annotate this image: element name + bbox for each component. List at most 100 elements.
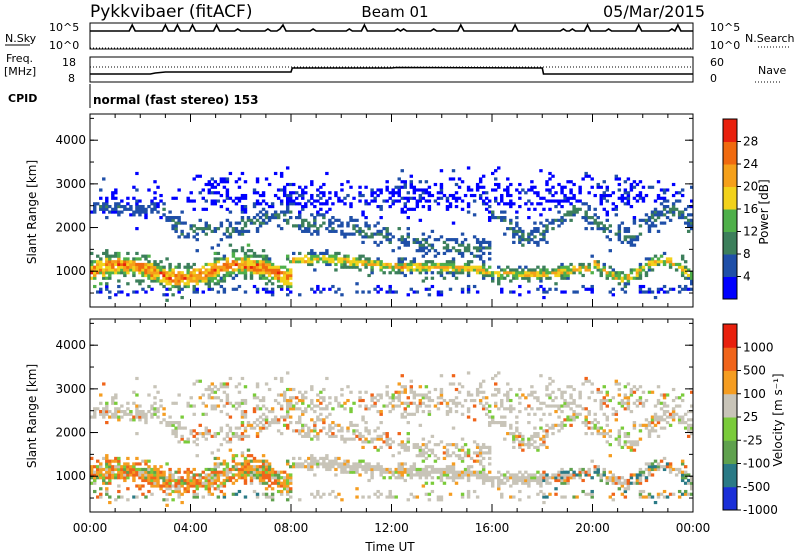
heatmap-cell	[331, 229, 335, 233]
heatmap-cell	[243, 262, 248, 267]
heatmap-cell	[454, 240, 459, 244]
heatmap-cell	[267, 495, 272, 499]
heatmap-cell	[481, 443, 486, 447]
heatmap-cell	[373, 287, 377, 291]
heatmap-cell	[484, 268, 489, 272]
heatmap-cell	[108, 276, 112, 280]
heatmap-cell	[644, 221, 649, 225]
heatmap-cell	[385, 385, 389, 389]
heatmap-cell	[174, 429, 178, 433]
heatmap-cell	[322, 418, 326, 422]
heatmap-cell	[319, 185, 323, 189]
heatmap-cell	[96, 202, 100, 206]
heatmap-cell	[153, 276, 157, 280]
heatmap-cell	[285, 204, 290, 209]
heatmap-cell	[590, 382, 594, 386]
heatmap-cell	[301, 257, 305, 261]
heatmap-cell	[518, 196, 522, 200]
heatmap-cell	[626, 282, 631, 286]
heatmap-cell	[153, 478, 157, 483]
heatmap-cell	[566, 404, 570, 408]
heatmap-cell	[111, 207, 115, 211]
heatmap-cell	[518, 182, 522, 187]
heatmap-cell	[186, 284, 190, 289]
heatmap-cell	[457, 470, 462, 474]
heatmap-cell	[379, 467, 383, 472]
heatmap-cell	[578, 268, 582, 272]
heatmap-cell	[213, 404, 218, 408]
heatmap-cell	[472, 268, 477, 272]
heatmap-cell	[129, 265, 133, 269]
heatmap-cell	[527, 276, 531, 280]
heatmap-cell	[512, 290, 516, 294]
station-title: Pykkvibaer (fitACF)	[90, 2, 252, 22]
heatmap-cell	[683, 470, 688, 474]
heatmap-cell	[506, 398, 510, 403]
heatmap-cell	[388, 495, 392, 499]
heatmap-cell	[518, 434, 522, 438]
heatmap-cell	[316, 437, 320, 441]
heatmap-cell	[647, 260, 652, 264]
heatmap-cell	[569, 218, 573, 222]
y-tick-label: 3000	[55, 177, 86, 191]
heatmap-cell	[325, 432, 329, 436]
heatmap-cell	[418, 398, 423, 403]
heatmap-cell	[358, 432, 362, 436]
heatmap-cell	[418, 268, 423, 272]
heatmap-cell	[647, 495, 652, 499]
heatmap-cell	[638, 423, 643, 427]
heatmap-cell	[409, 467, 414, 472]
heatmap-cell	[512, 437, 516, 441]
heatmap-cell	[267, 387, 272, 392]
heatmap-cell	[328, 462, 332, 466]
heatmap-cell	[132, 467, 136, 472]
heatmap-cell	[240, 451, 245, 455]
heatmap-cell	[276, 418, 281, 422]
heatmap-cell	[177, 284, 181, 289]
heatmap-cell	[183, 481, 187, 485]
heatmap-cell	[334, 191, 338, 195]
heatmap-cell	[132, 257, 136, 261]
heatmap-cell	[240, 193, 245, 198]
heatmap-cell	[584, 432, 588, 436]
heatmap-cell	[231, 473, 236, 477]
date-title: 05/Mar/2015	[603, 2, 705, 21]
heatmap-cell	[503, 276, 507, 280]
heatmap-cell	[279, 404, 284, 408]
heatmap-cell	[105, 207, 109, 211]
heatmap-cell	[665, 465, 670, 469]
heatmap-cell	[509, 407, 513, 411]
heatmap-cell	[677, 489, 682, 494]
heatmap-cell	[150, 473, 154, 477]
colorbar-tick-label: 4	[743, 270, 751, 284]
heatmap-cell	[210, 467, 215, 472]
heatmap-cell	[454, 445, 459, 449]
heatmap-cell	[668, 492, 673, 496]
heatmap-cell	[647, 257, 652, 261]
heatmap-cell	[448, 409, 453, 414]
heatmap-cell	[325, 257, 329, 261]
heatmap-cell	[457, 473, 462, 477]
heatmap-cell	[270, 487, 275, 491]
heatmap-cell	[180, 232, 184, 236]
heatmap-cell	[156, 271, 160, 275]
heatmap-cell	[228, 476, 233, 480]
heatmap-cell	[99, 188, 103, 192]
heatmap-cell	[545, 240, 549, 244]
heatmap-cell	[240, 265, 245, 269]
heatmap-cell	[542, 207, 546, 211]
heatmap-cell	[635, 398, 640, 403]
heatmap-cell	[108, 273, 112, 278]
heatmap-cell	[683, 426, 688, 430]
heatmap-cell	[114, 268, 118, 272]
heatmap-cell	[343, 254, 347, 258]
heatmap-cell	[228, 467, 233, 472]
heatmap-cell	[656, 398, 661, 403]
heatmap-cell	[379, 409, 383, 414]
heatmap-cell	[243, 426, 248, 430]
heatmap-cell	[292, 456, 296, 461]
heatmap-cell	[355, 229, 359, 233]
heatmap-cell	[120, 268, 124, 272]
heatmap-cell	[497, 487, 501, 491]
heatmap-cell	[439, 188, 444, 192]
